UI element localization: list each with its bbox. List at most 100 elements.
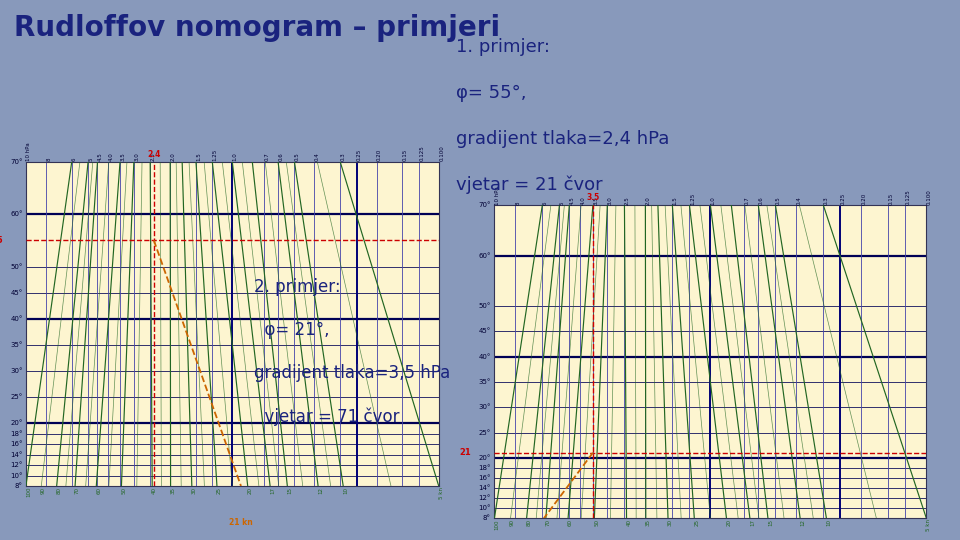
Text: 3.0: 3.0 [134, 153, 139, 161]
Text: 60: 60 [96, 487, 102, 494]
Text: 0.6: 0.6 [278, 153, 283, 161]
Text: 40°: 40° [11, 316, 23, 322]
Text: 15: 15 [768, 519, 773, 526]
Text: 21: 21 [459, 448, 470, 457]
Text: 60: 60 [568, 519, 573, 526]
Text: 25: 25 [217, 487, 222, 494]
Text: 20: 20 [248, 487, 252, 494]
Text: 12°: 12° [479, 495, 491, 501]
Text: 16°: 16° [11, 441, 23, 447]
Text: 0.7: 0.7 [265, 153, 270, 161]
Text: 8: 8 [516, 201, 520, 205]
Text: φ= 21°,: φ= 21°, [254, 321, 330, 339]
Text: 3.5: 3.5 [587, 193, 599, 202]
Text: 5: 5 [88, 158, 93, 161]
Text: 40: 40 [627, 519, 632, 526]
Text: 0.100: 0.100 [439, 146, 444, 161]
Text: 70°: 70° [11, 159, 23, 165]
Text: 12°: 12° [11, 462, 23, 468]
Text: 25°: 25° [11, 394, 23, 400]
Text: 2.5: 2.5 [625, 196, 630, 205]
Text: 14°: 14° [479, 485, 491, 491]
Text: 2.5: 2.5 [151, 153, 156, 161]
Text: 5 kn: 5 kn [439, 487, 444, 498]
Text: 12: 12 [318, 487, 324, 494]
Text: 15: 15 [287, 487, 293, 494]
Text: 0.7: 0.7 [744, 196, 750, 205]
Text: Rudloffov nomogram – primjeri: Rudloffov nomogram – primjeri [14, 14, 500, 42]
Text: 10: 10 [344, 487, 348, 494]
Text: 50°: 50° [11, 264, 23, 269]
Text: 55: 55 [0, 236, 3, 245]
Text: 3.5: 3.5 [120, 153, 126, 161]
Text: 17: 17 [750, 519, 755, 526]
Text: 40°: 40° [479, 354, 491, 360]
Text: 3.5: 3.5 [593, 196, 598, 205]
Text: 60°: 60° [478, 253, 491, 259]
Text: 100: 100 [26, 487, 31, 497]
Text: 30: 30 [668, 519, 673, 526]
Text: 0.6: 0.6 [758, 196, 764, 205]
Text: 70: 70 [75, 487, 80, 494]
Text: 21 kn: 21 kn [229, 518, 252, 528]
Text: 30: 30 [192, 487, 197, 494]
Text: 12: 12 [800, 519, 805, 526]
Text: 0.15: 0.15 [403, 149, 408, 161]
Text: 1.25: 1.25 [690, 192, 695, 205]
Text: gradijent tlaka=3,5 hPa: gradijent tlaka=3,5 hPa [254, 364, 450, 382]
Text: vjetar = 21 čvor: vjetar = 21 čvor [456, 176, 603, 194]
Text: 80: 80 [527, 519, 532, 526]
Text: 16°: 16° [478, 475, 491, 481]
Text: 4.5: 4.5 [569, 196, 575, 205]
Text: 25°: 25° [479, 429, 491, 436]
Text: 30°: 30° [478, 404, 491, 410]
Text: 70°: 70° [478, 202, 491, 208]
Text: 35: 35 [171, 487, 176, 494]
Text: 20: 20 [727, 519, 732, 526]
Text: vjetar = 71 čvor: vjetar = 71 čvor [254, 408, 400, 426]
Text: φ= 55°,: φ= 55°, [456, 84, 526, 102]
Text: 2.0: 2.0 [171, 153, 176, 161]
Text: 20°: 20° [11, 420, 23, 426]
Text: 40: 40 [153, 487, 157, 494]
Text: 35°: 35° [479, 379, 491, 385]
Text: 0.25: 0.25 [841, 192, 846, 205]
Text: 25: 25 [694, 519, 699, 526]
Text: 80: 80 [57, 487, 61, 494]
Text: 0.20: 0.20 [377, 149, 382, 161]
Text: 14°: 14° [11, 451, 23, 457]
Text: 50: 50 [594, 519, 599, 526]
Text: 10: 10 [827, 519, 831, 526]
Text: 2.0: 2.0 [646, 196, 651, 205]
Text: 35: 35 [646, 519, 651, 526]
Text: 45°: 45° [11, 289, 23, 295]
Text: 0.5: 0.5 [295, 153, 300, 161]
Text: 0.4: 0.4 [797, 196, 802, 205]
Text: 18°: 18° [11, 431, 23, 437]
Text: 10 hPa: 10 hPa [26, 143, 32, 161]
Text: 3.0: 3.0 [608, 196, 612, 205]
Text: 45°: 45° [479, 328, 491, 334]
Text: 1. primjer:: 1. primjer: [456, 38, 550, 56]
Text: 100: 100 [494, 519, 499, 530]
Text: 8: 8 [46, 158, 51, 161]
Text: 2. primjer:: 2. primjer: [254, 278, 341, 296]
Text: 17: 17 [270, 487, 276, 494]
Text: 0.4: 0.4 [315, 153, 320, 161]
Text: 10°: 10° [11, 472, 23, 478]
Text: 10 hPa: 10 hPa [494, 186, 500, 205]
Text: 50: 50 [121, 487, 127, 494]
Text: 35°: 35° [11, 342, 23, 348]
Text: 5 kn: 5 kn [926, 519, 931, 531]
Text: 6: 6 [72, 158, 77, 161]
Text: 90: 90 [510, 519, 515, 526]
Text: 70: 70 [546, 519, 551, 526]
Text: 6: 6 [542, 201, 548, 205]
Text: 4.0: 4.0 [581, 196, 586, 205]
Text: 4.0: 4.0 [108, 153, 113, 161]
Text: 0.100: 0.100 [926, 189, 932, 205]
Text: 0.3: 0.3 [824, 196, 828, 205]
Text: 0.20: 0.20 [862, 192, 867, 205]
Text: 4.5: 4.5 [98, 153, 103, 161]
Text: 1.25: 1.25 [213, 149, 218, 161]
